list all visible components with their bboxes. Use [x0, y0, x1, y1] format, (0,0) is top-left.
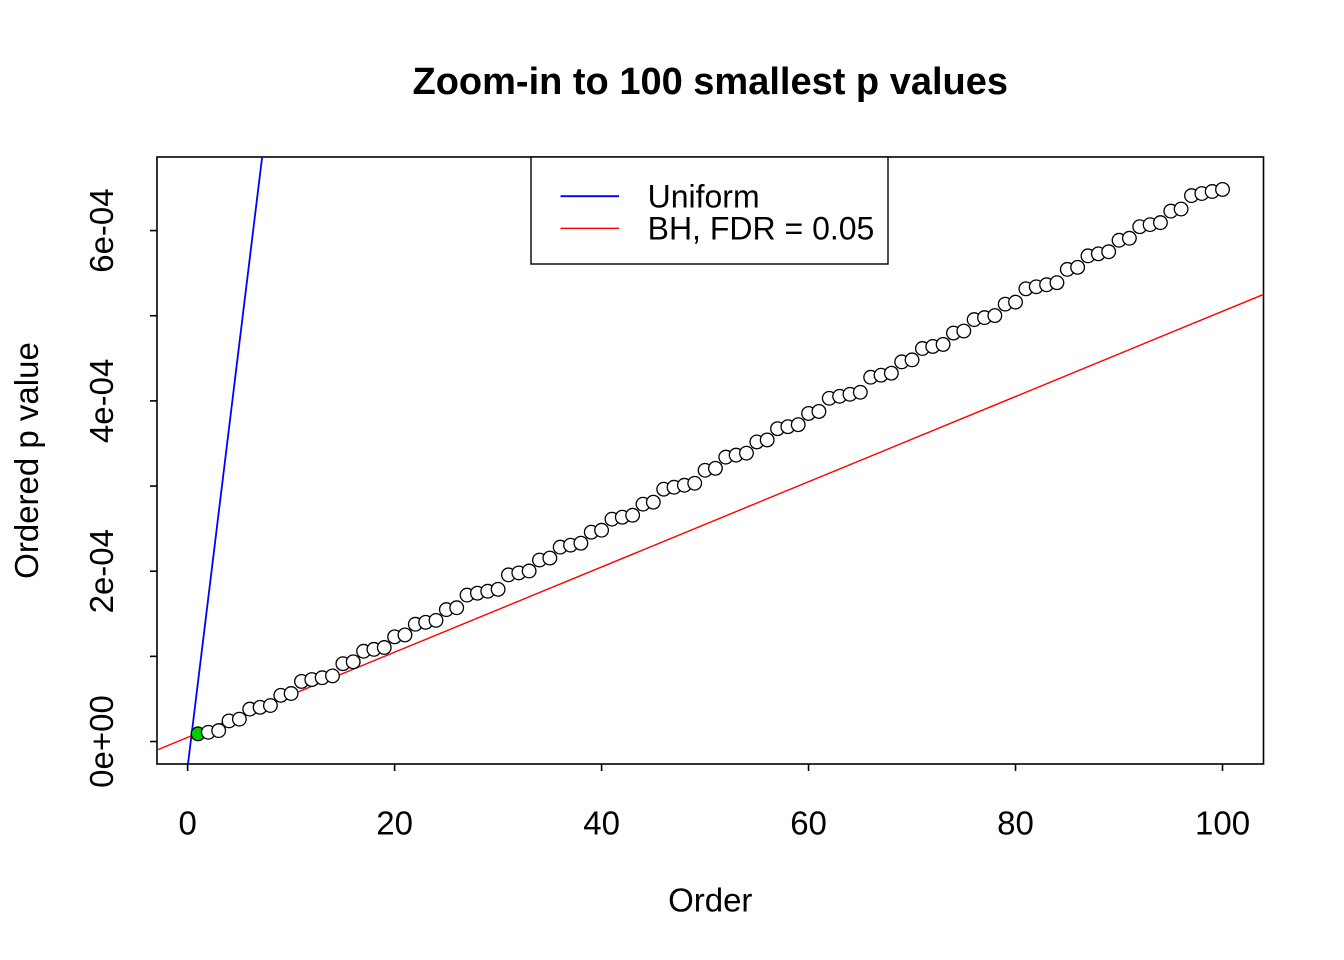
svg-text:4e-04: 4e-04: [83, 359, 120, 443]
svg-text:40: 40: [583, 805, 620, 842]
svg-text:100: 100: [1195, 805, 1250, 842]
svg-text:20: 20: [376, 805, 413, 842]
svg-text:Order: Order: [668, 882, 752, 919]
svg-text:0: 0: [178, 805, 196, 842]
svg-text:80: 80: [997, 805, 1034, 842]
svg-text:6e-04: 6e-04: [83, 188, 120, 272]
svg-text:0e+00: 0e+00: [83, 695, 120, 788]
svg-text:Ordered p value: Ordered p value: [8, 342, 45, 579]
svg-text:2e-04: 2e-04: [83, 529, 120, 613]
svg-text:60: 60: [790, 805, 827, 842]
svg-text:BH, FDR = 0.05: BH, FDR = 0.05: [648, 211, 875, 247]
svg-text:Zoom-in to 100 smallest p valu: Zoom-in to 100 smallest p values: [412, 61, 1008, 103]
svg-text:Uniform: Uniform: [648, 179, 760, 215]
